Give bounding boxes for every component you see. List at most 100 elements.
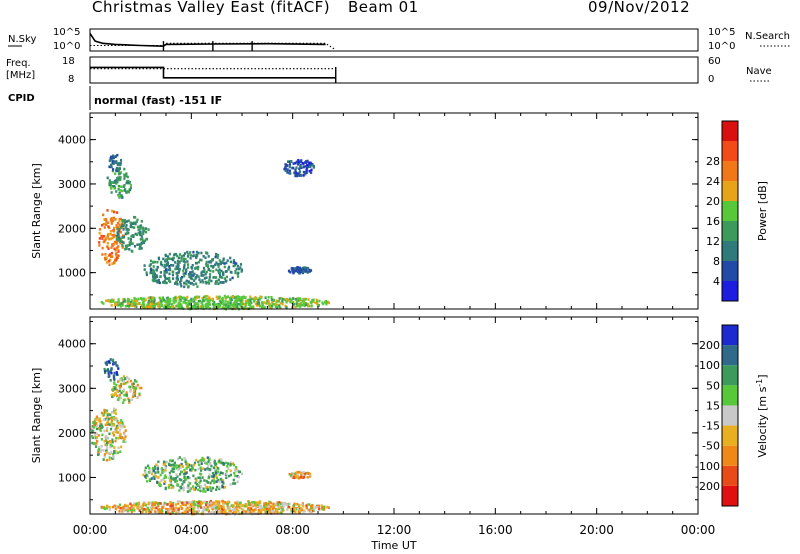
power-cell [224,270,227,273]
velocity-cell [326,505,329,509]
velocity-colorbar-segment [722,445,738,466]
velocity-cell [232,482,235,485]
velocity-cell [177,508,180,511]
power-cell [164,263,167,267]
velocity-cell [112,434,115,437]
velocity-colorbar-label: Velocity [m s-1] [755,374,769,457]
power-cell [298,266,302,270]
velocity-cell [107,360,111,363]
power-cell [145,227,148,230]
velocity-cell [323,505,326,509]
velocity-cell [99,450,102,453]
power-cell [118,162,121,165]
velocity-cell [190,469,193,472]
power-cell [124,232,127,236]
velocity-cell [113,424,116,427]
velocity-cell [156,464,160,468]
power-cell [136,243,139,246]
velocity-cell [222,506,225,509]
power-cell [123,173,126,177]
velocity-cell [117,506,120,509]
power-cell [221,301,224,304]
velocity-cell [192,510,195,513]
velocity-cell [138,392,141,396]
velocity-cell [168,471,171,475]
power-cell [113,181,116,184]
power-cell [145,273,148,277]
power-cell [223,265,226,269]
power-cell [113,247,116,251]
power-cell [130,304,133,307]
power-cell [118,172,121,176]
velocity-cell [311,506,314,509]
power-cell [217,265,220,268]
power-cell [127,190,130,194]
power-cell [124,225,127,229]
velocity-cell [156,481,159,484]
power-cell [189,300,192,303]
velocity-cell [94,445,98,448]
power-cell [112,229,115,232]
velocity-cell [307,472,310,475]
velocity-cell [305,504,308,507]
velocity-colorbar-tick: 200 [699,339,720,352]
velocity-cell [174,477,177,481]
velocity-cell [184,472,187,475]
power-cell [179,296,182,299]
velocity-cell [213,481,216,485]
velocity-cell [177,464,180,468]
velocity-cell [137,501,140,505]
velocity-cell [97,449,100,452]
power-cell [203,270,206,274]
noise-left-label: N.Sky [8,34,36,45]
power-cell [294,168,297,172]
velocity-cell [217,502,221,506]
power-cell [196,274,199,277]
velocity-cell [116,426,119,429]
velocity-cell [207,476,210,480]
velocity-cell [185,477,188,481]
velocity-ytick-label: 2000 [58,427,86,440]
power-cell [107,247,110,250]
power-cell [327,301,331,305]
power-cell [175,277,178,280]
power-cell [208,276,211,279]
power-cell [205,264,208,267]
velocity-cell [133,394,136,397]
power-cell [117,250,120,253]
velocity-cell [296,471,299,474]
velocity-cell [109,379,112,382]
velocity-ytick-label: 4000 [58,338,86,351]
velocity-cell [192,507,195,511]
velocity-cell [254,508,257,511]
velocity-cell [95,439,99,443]
velocity-cell [188,486,191,490]
power-cell [133,296,136,300]
power-cell [195,256,198,259]
velocity-cell [147,471,150,474]
velocity-cell [212,466,215,470]
power-cell [133,226,136,229]
power-cell [139,227,142,230]
power-cell [278,297,281,300]
velocity-cell [185,508,188,511]
power-cell [189,257,192,260]
velocity-cell [189,482,192,485]
power-cell [222,258,225,262]
power-cell [117,232,120,236]
velocity-cell [231,462,234,465]
power-cell [152,273,155,277]
power-cell [168,297,171,301]
velocity-cell [186,506,189,510]
velocity-cell [197,476,200,479]
power-cell [243,303,246,306]
velocity-cell [142,473,145,477]
velocity-cell [217,500,220,504]
velocity-cell [247,501,250,504]
power-cell [117,184,120,188]
power-cell [207,255,210,258]
power-cell [121,189,124,193]
power-cell [182,269,185,272]
velocity-cell [226,503,229,506]
velocity-cell [292,508,295,511]
